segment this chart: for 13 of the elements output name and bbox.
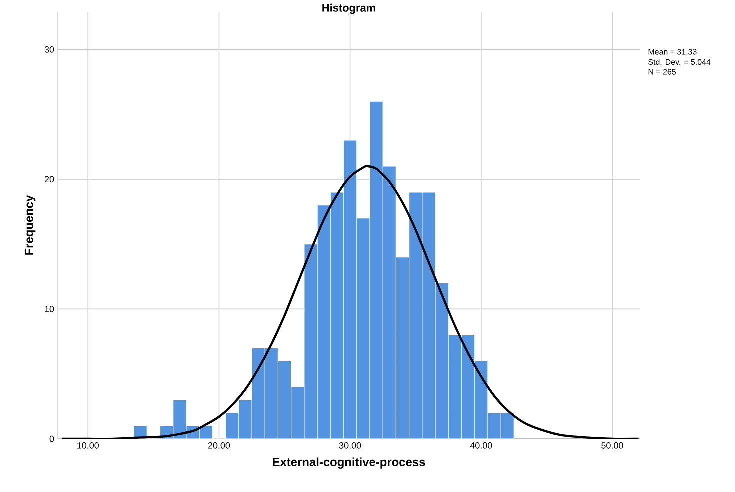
x-tick-label: 40.00	[470, 442, 492, 449]
y-tick-label: 30	[44, 46, 54, 53]
x-tick-label: 10.00	[78, 442, 100, 449]
x-axis-title: External-cognitive-process	[273, 458, 426, 469]
y-tick-label: 0	[50, 436, 54, 442]
y-axis-title: Frequency	[24, 195, 36, 255]
x-tick-label: 50.00	[602, 442, 624, 449]
chart-title: Histogram	[322, 4, 376, 14]
y-tick-label: 20	[44, 176, 54, 183]
x-tick-label: 20.00	[208, 442, 230, 449]
line-series	[60, 165, 640, 439]
y-tick-label: 10	[45, 306, 54, 312]
x-tick-label: 30.00	[339, 442, 362, 449]
